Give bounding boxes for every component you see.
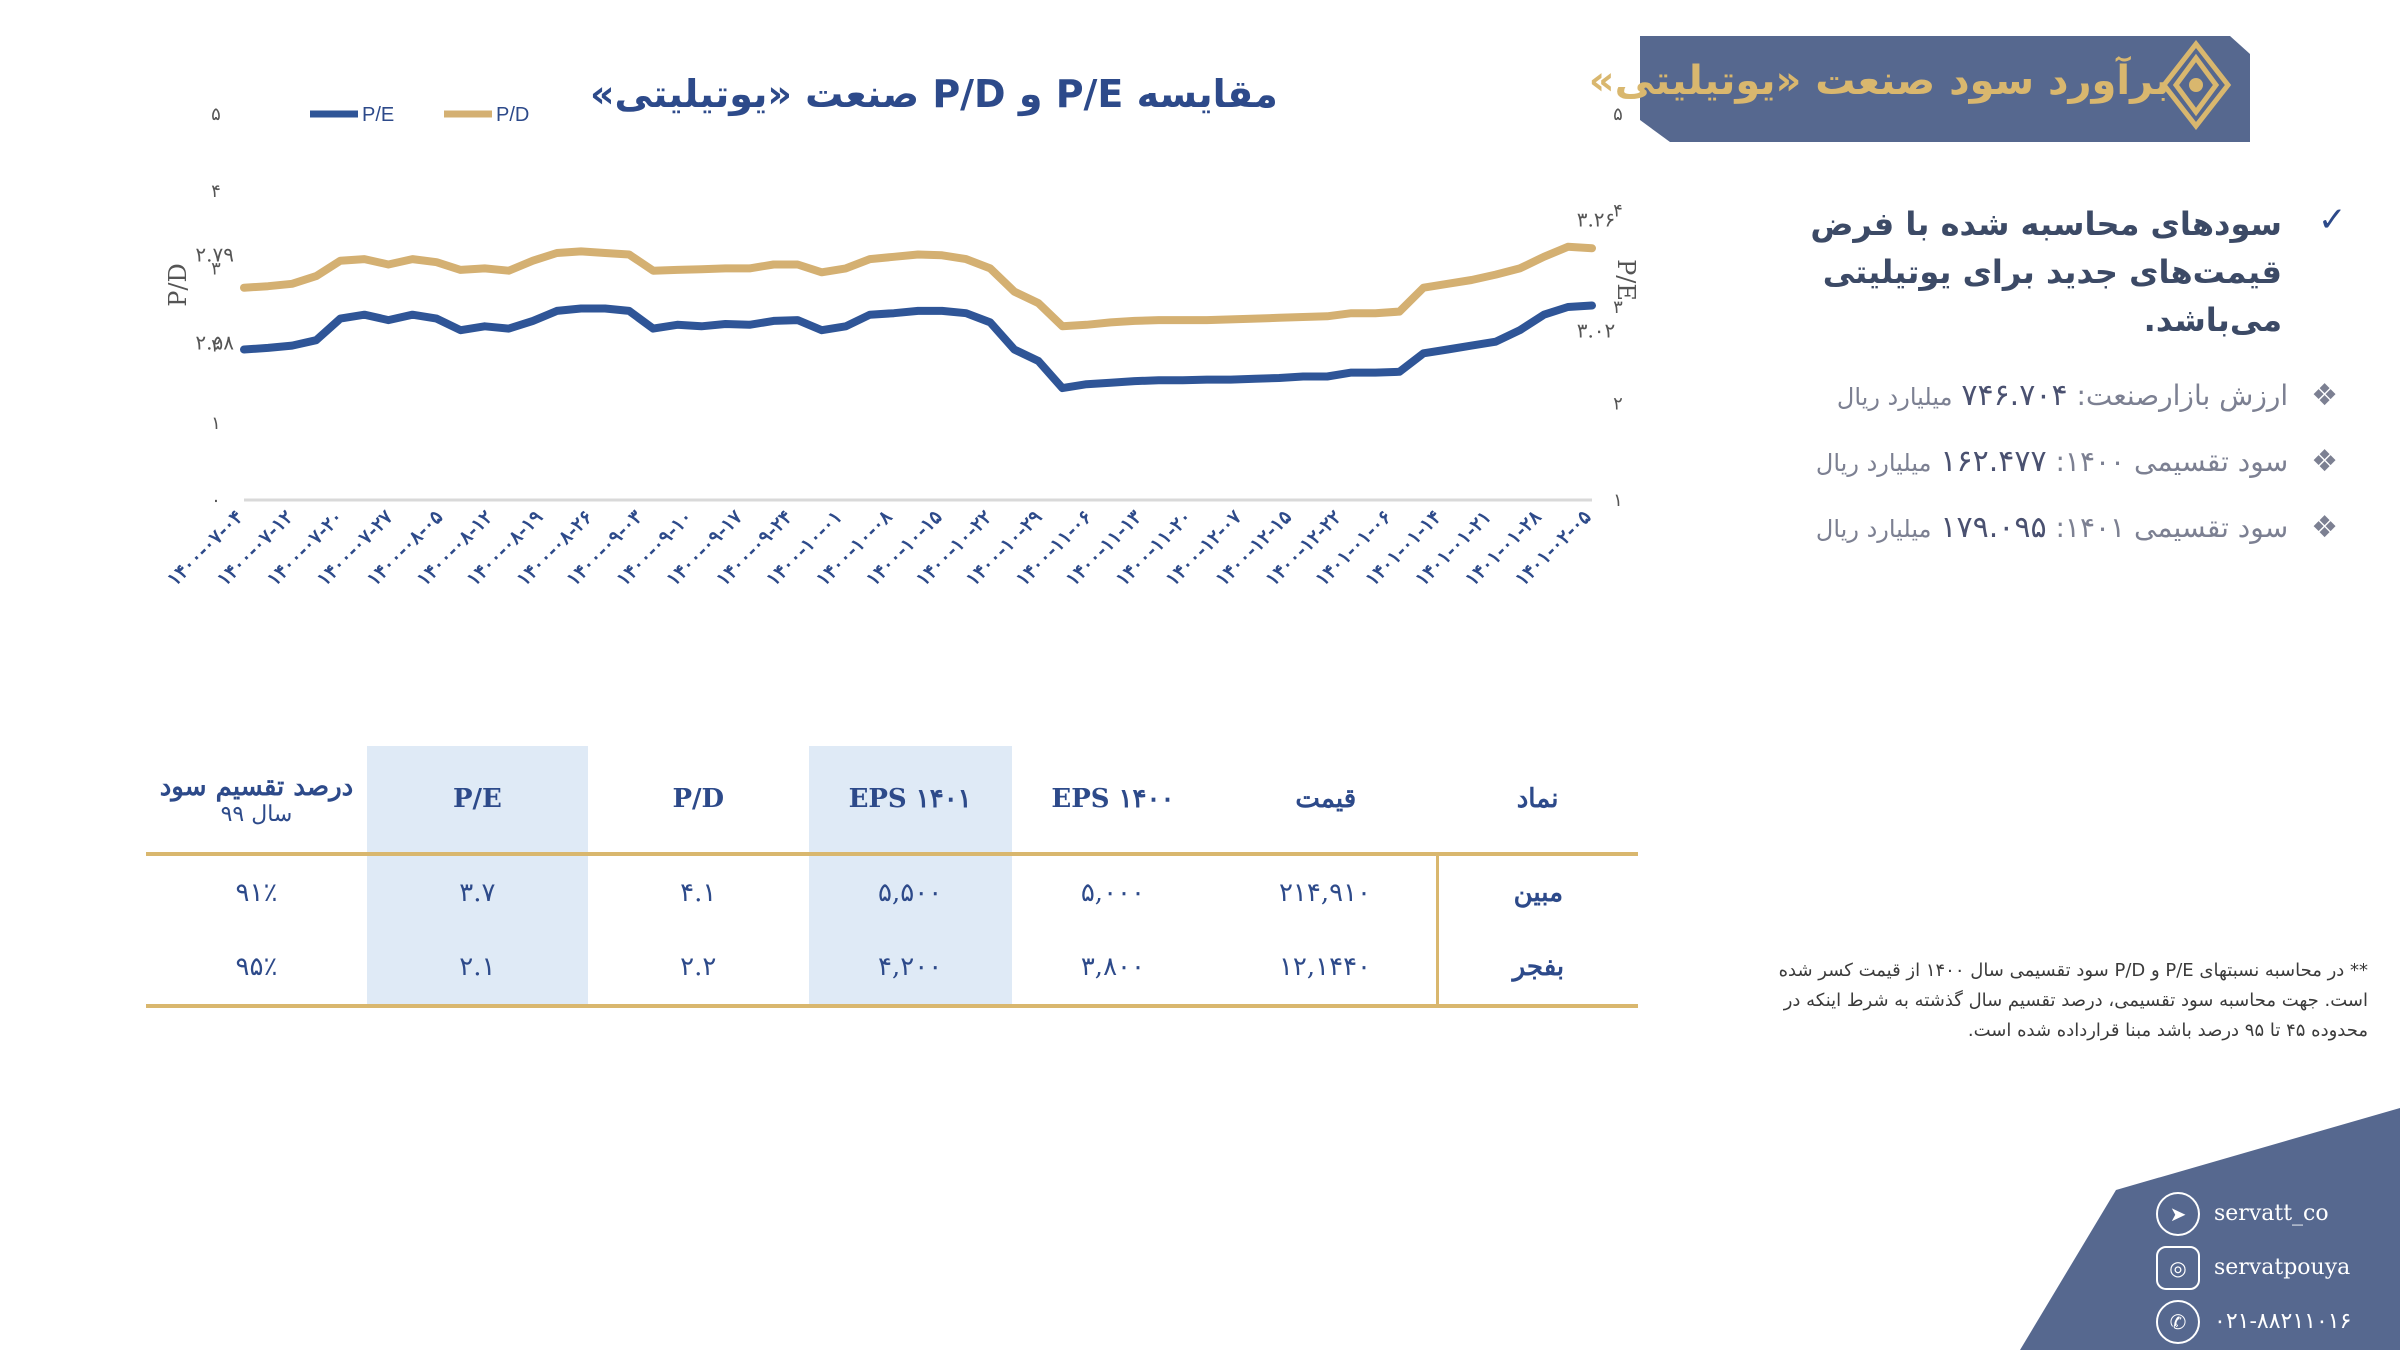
stat-value: ۱۷۹.۰۹۵ [1940, 510, 2047, 545]
right-axis-label: P/E [1612, 259, 1640, 301]
col-header-pe: P/E [366, 746, 588, 856]
cell-pe: ۳.۷ [366, 854, 588, 930]
series-end-labels: ۲.۷۹ ۳.۲۶ ۲.۵۸ ۳.۰۲ [195, 207, 1615, 354]
footnote: ** در محاسبه نسبتهای P/E و P/D سود تقسیم… [1778, 960, 2368, 1041]
col-header-payout-title: درصد تقسیم سود [159, 771, 354, 802]
left-tick-label: ۲ [211, 336, 221, 357]
stat-dividend-1400: ❖ سود تقسیمی ۱۴۰۰: ۱۶۲.۴۷۷ میلیارد ریال [1816, 444, 2338, 479]
telegram-handle: servatt_co [2214, 1201, 2329, 1226]
series-end-label: ۳.۲۶ [1577, 207, 1616, 231]
legend-label-pe: P/E [362, 104, 394, 126]
right-axis-ticks: ۱ ۲ ۳ ۴ ۵ [1613, 104, 1623, 511]
chart-title: مقایسه P/E و P/D صنعت «یوتیلیتی» [590, 72, 1278, 116]
stat-unit: میلیارد ریال [1815, 449, 1932, 477]
left-axis-ticks: ۰ ۱ ۲ ۳ ۴ ۵ [211, 104, 221, 511]
left-tick-label: ۰ [211, 490, 221, 511]
cell-price: ۲۱۴,۹۱۰ [1278, 878, 1372, 908]
footer-corner-shape [2020, 1108, 2400, 1350]
right-tick-label: ۳ [1613, 297, 1623, 318]
left-axis-label: P/D [164, 263, 192, 306]
check-icon: ✓ [2318, 200, 2347, 240]
right-tick-label: ۴ [1613, 201, 1623, 222]
header-banner [1640, 36, 2250, 142]
left-tick-label: ۵ [211, 104, 221, 125]
right-tick-label: ۵ [1613, 104, 1623, 125]
right-tick-label: ۲ [1613, 394, 1623, 415]
chart-legend: P/E P/D [310, 104, 529, 126]
right-tick-label: ۱ [1613, 490, 1623, 511]
series-start-label: ۲.۵۸ [195, 330, 234, 354]
stat-value: ۷۴۶.۷۰۴ [1961, 378, 2068, 413]
left-tick-label: ۱ [211, 413, 221, 434]
col-header-price: قیمت [1214, 746, 1438, 856]
x-axis-ticks: ۱۴۰۰-۰۷-۰۴۱۴۰۰-۰۷-۱۲۱۴۰۰-۰۷-۲۰۱۴۰۰-۰۷-۲۷… [163, 505, 1595, 590]
bullet-note: سودهای محاسبه شده با فرض قیمت‌های جدید ب… [1810, 205, 2282, 339]
stat-market-value: ❖ ارزش بازارصنعت: ۷۴۶.۷۰۴ میلیارد ریال [1837, 378, 2338, 413]
stat-dividend-1401: ❖ سود تقسیمی ۱۴۰۱: ۱۷۹.۰۹۵ میلیارد ریال [1816, 510, 2338, 545]
page-title: برآورد سود صنعت «یوتیلیتی» [1588, 58, 2170, 104]
cell-eps1400: ۵,۰۰۰ [1080, 878, 1145, 908]
instagram-icon: ◎ [2156, 1246, 2200, 1290]
stat-label: سود تقسیمی ۱۴۰۱: [2055, 511, 2289, 544]
stat-label: سود تقسیمی ۱۴۰۰: [2055, 445, 2289, 478]
instagram-link[interactable]: ◎ servatpouya [2156, 1246, 2350, 1290]
left-tick-label: ۴ [211, 181, 221, 202]
cell-payout: ۹۱٪ [235, 878, 278, 908]
cell-symbol: مبین [1435, 854, 1638, 930]
phone-link[interactable]: ✆ ۰۲۱-۸۸۲۱۱۰۱۶ [2156, 1300, 2351, 1344]
diamond-bullet-icon: ❖ [2311, 378, 2338, 413]
cell-payout: ۹۵٪ [146, 930, 367, 1008]
company-logo-icon [2160, 40, 2232, 130]
pe-pd-line-chart: P/E P/D P/D P/E ۰ ۱ ۲ ۳ ۴ ۵ ۱ ۲ ۳ ۴ ۵ ۱۴۰۰-۰۷-۰۴۱… [163, 104, 1640, 590]
cell-pe: ۲.۱ [366, 930, 588, 1008]
cell-pd: ۲.۲ [587, 930, 809, 1008]
valuation-table: نماد قیمت EPS ۱۴۰۰ EPS ۱۴۰۱ P/D P/E درصد… [146, 746, 1638, 1008]
cell-price: ۱۲,۱۴۴۰ [1214, 930, 1438, 1008]
table-header-row: نماد قیمت EPS ۱۴۰۰ EPS ۱۴۰۱ P/D P/E درصد… [146, 746, 1638, 856]
diamond-bullet-icon: ❖ [2311, 510, 2338, 545]
cell-eps1400: ۳,۸۰۰ [1011, 930, 1215, 1008]
telegram-icon: ➤ [2156, 1192, 2200, 1236]
col-header-symbol: نماد [1437, 746, 1638, 856]
col-header-pd: P/D [587, 746, 809, 856]
col-header-payout: درصد تقسیم سود سال ۹۹ [146, 746, 367, 856]
series-line-pd [240, 242, 1596, 331]
cell-symbol: بفجر [1435, 930, 1638, 1008]
series-start-label: ۲.۷۹ [195, 243, 234, 267]
stat-unit: میلیارد ریال [1836, 383, 1953, 411]
stat-value: ۱۶۲.۴۷۷ [1940, 444, 2047, 479]
table-row: مبین ۲۱۴,۹۱۰ ۵,۰۰۰ ۵,۵۰۰ ۴.۱ ۳.۷ ۹۱٪ [146, 854, 1638, 930]
telegram-link[interactable]: ➤ servatt_co [2156, 1192, 2329, 1236]
col-header-payout-sub: سال ۹۹ [220, 801, 293, 827]
cell-eps1401: ۵,۵۰۰ [808, 854, 1012, 930]
col-header-eps1400: EPS ۱۴۰۰ [1011, 746, 1215, 856]
cell-pd: ۴.۱ [680, 878, 717, 908]
phone-icon: ✆ [2156, 1300, 2200, 1344]
series-lines [240, 242, 1596, 393]
phone-number: ۰۲۱-۸۸۲۱۱۰۱۶ [2214, 1309, 2352, 1334]
stat-label: ارزش بازارصنعت: [2076, 379, 2289, 412]
col-header-eps1401: EPS ۱۴۰۱ [808, 746, 1012, 856]
stat-unit: میلیارد ریال [1815, 515, 1932, 543]
instagram-handle: servatpouya [2214, 1255, 2351, 1280]
left-tick-label: ۳ [211, 258, 221, 279]
series-line-pe [240, 301, 1596, 393]
diamond-bullet-icon: ❖ [2311, 444, 2338, 479]
table-row: بفجر ۱۲,۱۴۴۰ ۳,۸۰۰ ۴,۲۰۰ ۲.۲ ۲.۱ ۹۵٪ [146, 930, 1638, 1008]
cell-eps1401: ۴,۲۰۰ [808, 930, 1012, 1008]
series-end-label: ۳.۰۲ [1577, 318, 1616, 342]
legend-label-pd: P/D [496, 104, 529, 126]
